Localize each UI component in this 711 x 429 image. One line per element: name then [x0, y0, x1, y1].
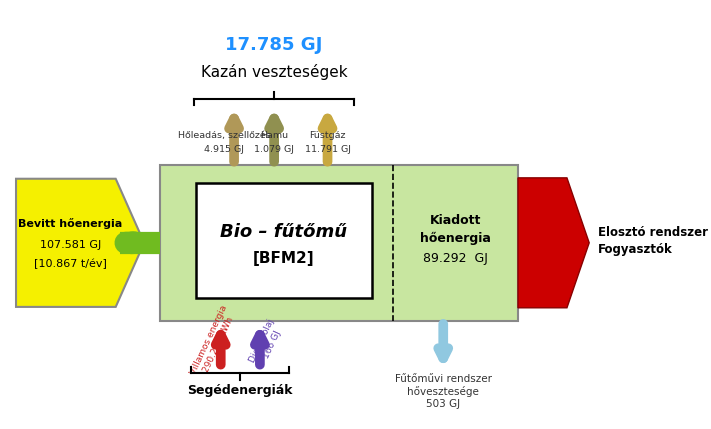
- Text: Fogyasztók: Fogyasztók: [598, 243, 673, 257]
- Text: 89.292  GJ: 89.292 GJ: [423, 252, 488, 266]
- Text: Elosztó rendszer: Elosztó rendszer: [598, 226, 708, 239]
- Text: 107.581 GJ: 107.581 GJ: [40, 240, 101, 250]
- Text: [10.867 t/év]: [10.867 t/év]: [34, 259, 107, 269]
- Text: 503 GJ: 503 GJ: [426, 399, 460, 409]
- Text: Kazán veszteségek: Kazán veszteségek: [201, 64, 348, 80]
- Text: 4.915 GJ: 4.915 GJ: [204, 145, 245, 154]
- Text: 11.791 GJ: 11.791 GJ: [304, 145, 351, 154]
- FancyBboxPatch shape: [160, 164, 518, 321]
- Polygon shape: [16, 179, 144, 307]
- Text: 17.785 GJ: 17.785 GJ: [225, 36, 323, 54]
- FancyBboxPatch shape: [196, 183, 372, 298]
- Text: 1.079 GJ: 1.079 GJ: [254, 145, 294, 154]
- Text: Hőleadás, szellőzés: Hőleadás, szellőzés: [178, 130, 271, 139]
- Text: hőenergia: hőenergia: [420, 232, 491, 245]
- Text: Villamos energia
290.200 KWh: Villamos energia 290.200 KWh: [189, 304, 238, 381]
- Text: hővesztesége: hővesztesége: [407, 386, 479, 397]
- Text: Bevitt hőenergia: Bevitt hőenergia: [18, 218, 122, 229]
- Polygon shape: [518, 178, 589, 308]
- Text: Bio – fűtőmű: Bio – fűtőmű: [220, 223, 348, 241]
- Text: Füstgáz: Füstgáz: [309, 130, 346, 139]
- Text: [BFM2]: [BFM2]: [253, 251, 315, 266]
- Text: Kiadott: Kiadott: [430, 214, 481, 227]
- Text: Hamu: Hamu: [260, 130, 288, 139]
- Text: Fűtőművi rendszer: Fűtőművi rendszer: [395, 374, 492, 384]
- Text: Diesel olaj
166 GJ: Diesel olaj 166 GJ: [248, 317, 286, 368]
- Text: Segédenergiák: Segédenergiák: [188, 384, 293, 397]
